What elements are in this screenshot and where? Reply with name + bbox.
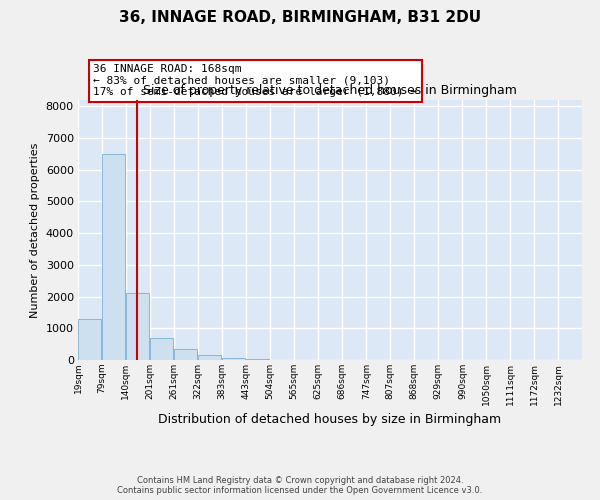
Bar xyxy=(246,359,269,360)
Bar xyxy=(198,355,221,360)
Title: Size of property relative to detached houses in Birmingham: Size of property relative to detached ho… xyxy=(143,84,517,98)
Bar xyxy=(126,294,149,360)
Y-axis label: Number of detached properties: Number of detached properties xyxy=(30,142,40,318)
Bar xyxy=(174,349,197,360)
Text: Contains HM Land Registry data © Crown copyright and database right 2024.
Contai: Contains HM Land Registry data © Crown c… xyxy=(118,476,482,495)
Bar xyxy=(102,154,125,360)
Text: 36 INNAGE ROAD: 168sqm
← 83% of detached houses are smaller (9,103)
17% of semi-: 36 INNAGE ROAD: 168sqm ← 83% of detached… xyxy=(93,64,417,98)
Bar xyxy=(150,338,173,360)
Bar xyxy=(222,358,245,360)
Bar xyxy=(78,319,101,360)
Text: 36, INNAGE ROAD, BIRMINGHAM, B31 2DU: 36, INNAGE ROAD, BIRMINGHAM, B31 2DU xyxy=(119,10,481,25)
X-axis label: Distribution of detached houses by size in Birmingham: Distribution of detached houses by size … xyxy=(158,413,502,426)
